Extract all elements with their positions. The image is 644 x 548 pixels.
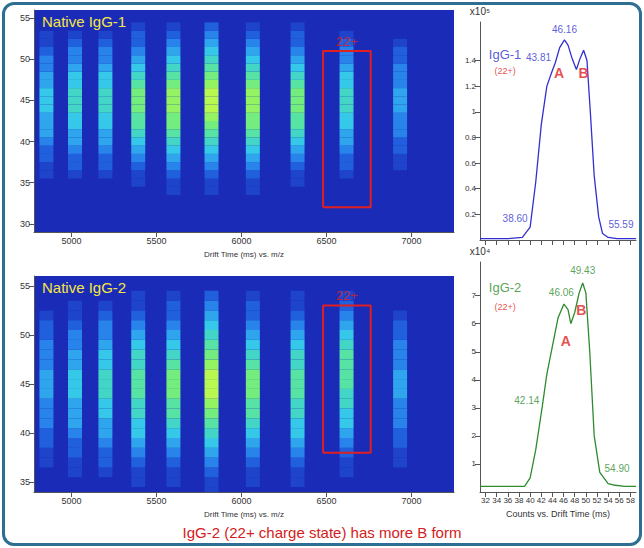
svg-text:7: 7 [472, 291, 477, 300]
svg-text:1: 1 [472, 459, 477, 468]
svg-text:50: 50 [581, 496, 590, 505]
svg-text:5000: 5000 [61, 236, 81, 246]
svg-text:1.4: 1.4 [465, 56, 477, 65]
svg-text:58: 58 [626, 496, 635, 505]
svg-text:44: 44 [548, 496, 557, 505]
svg-text:46.06: 46.06 [549, 287, 574, 298]
svg-text:32: 32 [481, 496, 490, 505]
svg-text:55: 55 [20, 281, 30, 291]
svg-text:0.4: 0.4 [465, 184, 477, 193]
svg-text:B: B [576, 302, 586, 318]
svg-text:56: 56 [615, 496, 624, 505]
svg-text:A: A [554, 65, 564, 81]
svg-text:Drift Time (ms) vs. m/z: Drift Time (ms) vs. m/z [204, 250, 284, 259]
svg-text:2: 2 [472, 431, 477, 440]
svg-text:40: 40 [20, 137, 30, 147]
svg-text:45: 45 [20, 95, 30, 105]
svg-text:Native IgG-1: Native IgG-1 [42, 13, 126, 30]
svg-text:42: 42 [537, 496, 546, 505]
svg-text:5: 5 [472, 347, 477, 356]
svg-text:55.59: 55.59 [608, 219, 633, 230]
svg-text:5000: 5000 [61, 496, 81, 506]
svg-text:48: 48 [570, 496, 579, 505]
svg-text:42.14: 42.14 [514, 395, 539, 406]
svg-text:A: A [561, 333, 571, 349]
svg-text:1.2: 1.2 [465, 82, 477, 91]
svg-text:46.16: 46.16 [552, 24, 577, 35]
svg-text:50: 50 [20, 54, 30, 64]
svg-text:x10⁵: x10⁵ [470, 6, 490, 17]
svg-text:IgG-2: IgG-2 [489, 280, 522, 295]
svg-text:50: 50 [20, 330, 30, 340]
svg-text:(22+): (22+) [494, 66, 515, 76]
svg-text:7000: 7000 [401, 236, 421, 246]
svg-text:40: 40 [20, 428, 30, 438]
svg-text:36: 36 [503, 496, 512, 505]
svg-text:22+: 22+ [336, 34, 358, 49]
svg-text:40: 40 [526, 496, 535, 505]
svg-text:6: 6 [472, 319, 477, 328]
svg-text:34: 34 [492, 496, 501, 505]
svg-text:55: 55 [20, 13, 30, 23]
svg-text:45: 45 [20, 379, 30, 389]
svg-text:x10⁴: x10⁴ [470, 246, 490, 257]
svg-text:38: 38 [515, 496, 524, 505]
svg-text:(22+): (22+) [494, 302, 515, 312]
svg-text:30: 30 [20, 219, 30, 229]
svg-text:6500: 6500 [316, 236, 336, 246]
svg-text:5500: 5500 [146, 236, 166, 246]
svg-text:43.81: 43.81 [526, 52, 551, 63]
svg-text:49.43: 49.43 [570, 265, 595, 276]
svg-text:5500: 5500 [146, 496, 166, 506]
svg-text:7000: 7000 [401, 496, 421, 506]
svg-text:IgG-1: IgG-1 [489, 47, 522, 62]
svg-text:35: 35 [20, 477, 30, 487]
svg-text:4: 4 [472, 375, 477, 384]
svg-text:46: 46 [559, 496, 568, 505]
svg-text:Counts vs. Drift Time (ms): Counts vs. Drift Time (ms) [506, 509, 610, 519]
svg-text:54: 54 [604, 496, 613, 505]
svg-text:54.90: 54.90 [605, 463, 630, 474]
svg-text:22+: 22+ [336, 288, 358, 303]
svg-text:6500: 6500 [316, 496, 336, 506]
svg-text:0.6: 0.6 [465, 159, 477, 168]
svg-text:52: 52 [593, 496, 602, 505]
svg-text:IgG-2 (22+ charge state) has m: IgG-2 (22+ charge state) has more B form [183, 524, 462, 541]
svg-text:Native IgG-2: Native IgG-2 [42, 279, 126, 296]
svg-text:0.8: 0.8 [465, 133, 477, 142]
svg-text:0.2: 0.2 [465, 210, 477, 219]
svg-text:6000: 6000 [231, 496, 251, 506]
svg-text:6000: 6000 [231, 236, 251, 246]
svg-text:B: B [579, 65, 589, 81]
svg-text:3: 3 [472, 403, 477, 412]
svg-text:Drift Time (ms) vs. m/z: Drift Time (ms) vs. m/z [204, 510, 284, 519]
svg-text:35: 35 [20, 178, 30, 188]
svg-text:1: 1 [472, 107, 477, 116]
svg-text:38.60: 38.60 [503, 213, 528, 224]
